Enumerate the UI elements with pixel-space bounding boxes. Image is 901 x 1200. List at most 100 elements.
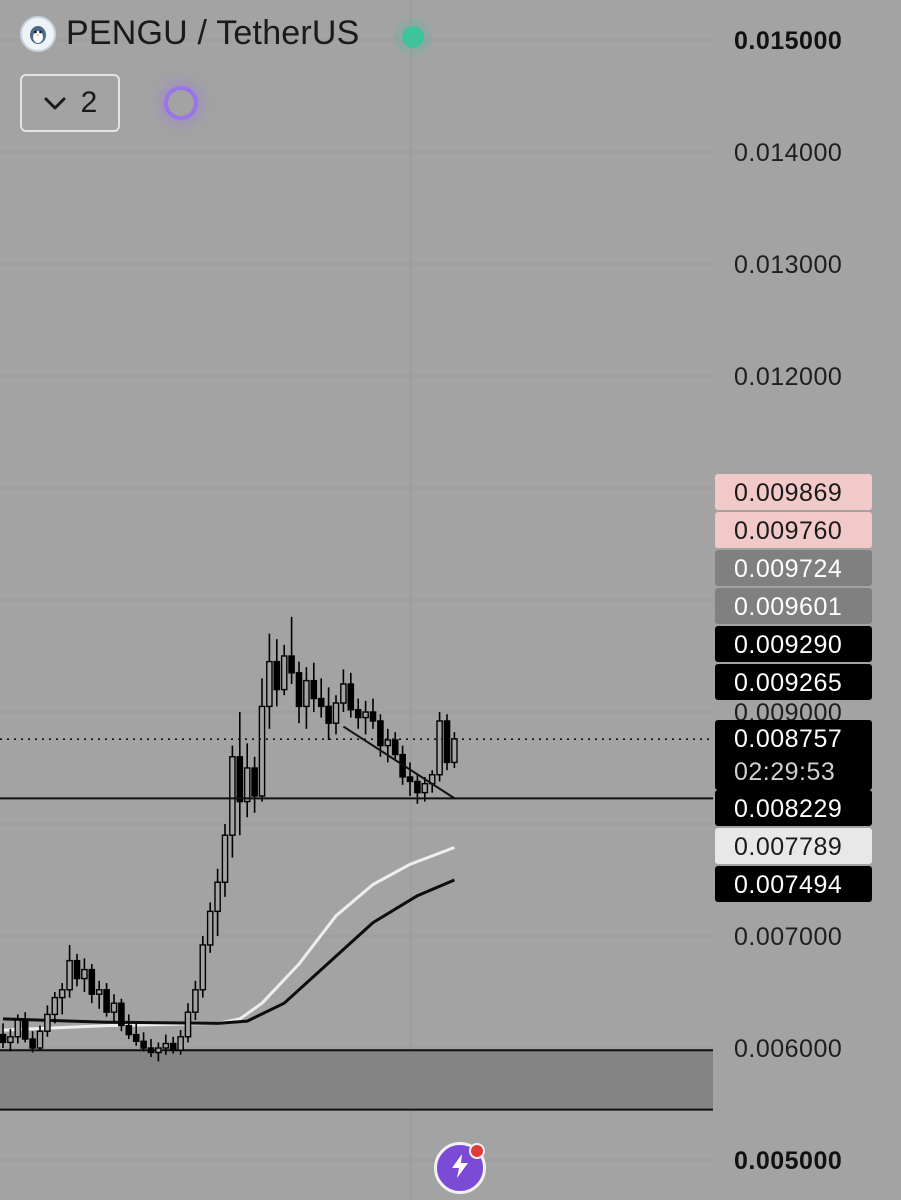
candle [369,698,377,729]
price-tag: 0.009760 [715,512,872,548]
candle [118,998,125,1032]
candle [132,1023,140,1046]
candle [251,756,258,813]
candle-body [391,739,399,756]
candle-body [21,1019,29,1040]
candle-body [236,756,244,803]
candle [303,667,310,729]
candle [280,644,288,696]
price-tag-value: 0.009290 [734,631,842,659]
candle-body [14,1019,22,1038]
candle [199,936,207,998]
ma-fast-line [2,846,455,1032]
price-tag: 0.007494 [715,866,872,902]
candle-body [29,1038,36,1049]
candle-body [251,767,258,797]
candle-body [103,989,110,1013]
candle-body [125,1024,133,1036]
candle [51,992,59,1024]
candle-body [132,1033,140,1042]
candle-body [347,683,355,711]
candle-body [58,989,66,999]
candle [243,743,251,818]
y-tick-label: 0.007000 [734,923,842,951]
candle [436,712,443,782]
quick-action-button[interactable] [434,1142,486,1194]
candle-body [266,660,273,708]
y-tick-label: 0.012000 [734,363,842,391]
candle [103,983,110,1017]
candle [236,712,244,836]
candle-body [73,959,81,980]
price-tag: 0.009869 [715,474,872,510]
price-tag: 0.009290 [715,626,872,662]
candle-body [369,711,377,722]
price-tag-bg [715,588,872,624]
candle [125,1014,133,1040]
y-tick-label: 0.014000 [734,139,842,167]
candle [273,639,281,707]
candle [317,678,325,718]
candle [391,732,399,760]
collapse-indicators-button[interactable]: 2 [20,74,120,132]
candle-body [310,679,318,700]
candle-body [36,1030,44,1049]
candle [214,868,221,936]
candle-body [280,655,288,691]
candle-body [288,655,295,674]
price-tag-bg [715,790,872,826]
candle-body [221,834,229,883]
candle [362,700,369,735]
lightning-bolt-icon [449,1153,471,1184]
candle-body [214,881,221,913]
candle [354,698,362,729]
candle [258,678,266,802]
candle-body [384,739,392,747]
indicator-count: 2 [80,86,98,119]
price-tag-bg [715,626,872,662]
candle-body [451,738,458,764]
candle [384,728,392,763]
candle-body [421,782,429,794]
candle [451,732,458,768]
candle-body [147,1047,155,1054]
candle [14,1014,22,1044]
candle [95,980,103,1009]
candle-body [0,1033,7,1044]
candle-body [443,720,451,764]
pair-title[interactable]: PENGU / TetherUS [66,14,360,52]
price-tag: 0.007789 [715,828,872,864]
candle [295,661,303,724]
candle-body [118,1002,125,1027]
candle [288,616,295,684]
candle-body [340,683,347,704]
price-tag: 0.009601 [715,588,872,624]
candle [266,633,273,729]
candle-body [169,1042,177,1051]
price-tag: 0.009724 [715,550,872,586]
price-tag-value: 0.009601 [734,593,842,621]
candle-body [206,910,214,946]
candle-body [81,968,88,980]
candle [81,958,88,992]
price-tag-value: 0.009265 [734,669,842,697]
candle-body [229,756,236,836]
candle [88,964,96,1004]
candle [140,1032,147,1052]
price-tag-bg [715,866,872,902]
candle-body [44,1013,51,1032]
candle-body [177,1036,184,1051]
candle-body [140,1040,147,1049]
candle [29,1031,36,1053]
candle-body [295,672,303,708]
candle-body [66,959,73,991]
ma-slow-line [2,878,455,1025]
price-tag-value: 0.009724 [734,555,842,583]
candle-body [162,1042,170,1049]
candle [192,980,199,1020]
y-tick-label: 0.013000 [734,251,842,279]
candle-body [354,709,362,719]
price-tag: 0.008757 02:29:53 [715,720,872,790]
candle [44,1005,51,1037]
